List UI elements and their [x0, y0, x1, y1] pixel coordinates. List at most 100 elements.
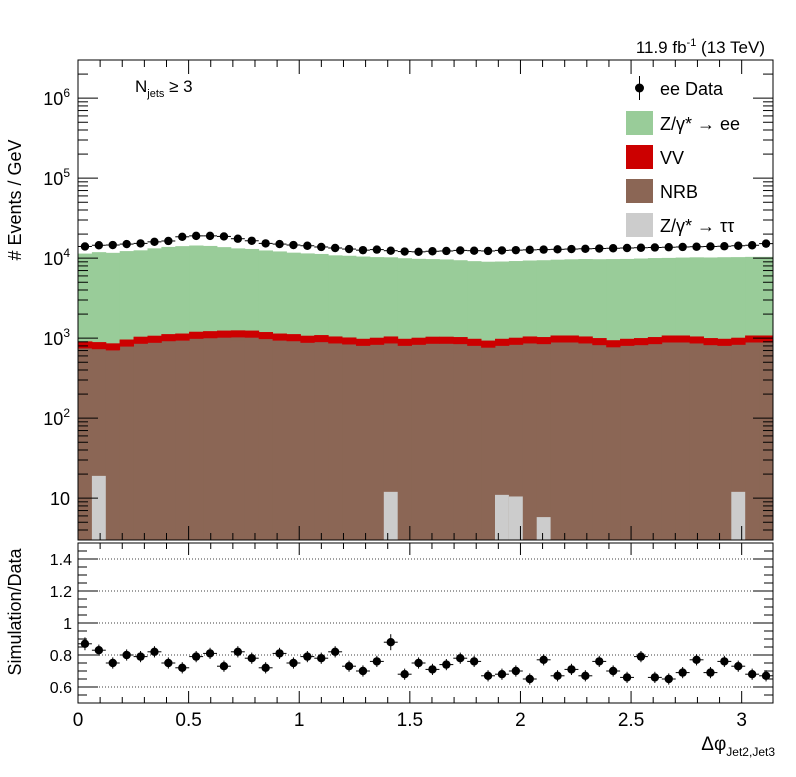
data-point: [330, 243, 340, 253]
ratio-point: [330, 647, 340, 656]
ratio-point: [386, 638, 395, 647]
main-panel: 10 102 103 104 105 106: [43, 59, 774, 541]
bar-nrb: [661, 345, 677, 540]
data-point: [289, 240, 298, 250]
legend-label: Z/γ* → ττ: [660, 216, 734, 236]
bar-nrb: [203, 341, 218, 540]
bar-ztautau: [508, 496, 523, 540]
bar-vv: [481, 340, 496, 348]
data-point: [400, 247, 409, 256]
ratio-point: [205, 649, 215, 658]
data-point: [650, 243, 660, 252]
legend-entry-nrb: NRB: [626, 179, 698, 203]
bar-nrb: [328, 346, 343, 540]
data-point: [497, 246, 507, 255]
data-point: [136, 239, 145, 248]
bar-nrb: [272, 343, 287, 540]
bar-nrb: [244, 340, 260, 540]
njets-label: Njets ≥ 3: [135, 77, 193, 100]
bar-ztautau: [536, 517, 551, 540]
data-point: [511, 245, 521, 255]
ratio-point: [233, 647, 243, 656]
ratio-point: [414, 658, 423, 668]
x-tick-label: 2: [515, 710, 526, 731]
ratio-point: [344, 662, 354, 671]
legend-swatch-vv: [626, 145, 653, 169]
ratio-point: [511, 666, 521, 676]
bar-vv: [564, 335, 579, 343]
bar-vv: [119, 339, 134, 347]
bar-vv: [592, 338, 607, 346]
bar-vv: [578, 336, 593, 344]
bar-vv: [91, 342, 107, 350]
bar-nrb: [133, 346, 148, 540]
data-point: [317, 242, 326, 252]
data-point: [191, 231, 201, 241]
bar-vv: [133, 336, 148, 344]
bar-nrb: [717, 349, 732, 540]
ratio-point: [303, 652, 312, 661]
legend-label: VV: [660, 148, 684, 168]
ratio-point: [428, 665, 437, 674]
data-point: [692, 242, 701, 251]
x-tick-label: 1: [294, 710, 305, 731]
bar-nrb: [314, 345, 329, 540]
bar-nrb: [745, 345, 760, 540]
ratio-point: [94, 646, 104, 655]
bar-nrb: [453, 347, 468, 540]
data-point: [219, 232, 229, 241]
y-tick-label: 105: [43, 166, 70, 189]
bar-nrb: [105, 353, 121, 540]
bar-nrb: [703, 348, 718, 540]
legend-entry-ztt: Z/γ* → ττ: [626, 213, 734, 237]
ratio-point: [442, 660, 451, 669]
data-point: [456, 246, 465, 255]
data-point: [233, 234, 243, 243]
data-point: [178, 232, 187, 241]
bar-nrb: [119, 349, 134, 540]
bar-nrb: [175, 343, 190, 540]
bar-vv: [689, 336, 704, 344]
legend-swatch-nrb: [626, 179, 653, 203]
bar-vv: [411, 337, 426, 345]
data-point: [761, 239, 771, 248]
data-point: [469, 246, 479, 255]
ratio-point: [608, 666, 618, 676]
ratio-point: [358, 666, 368, 676]
ratio-point: [595, 657, 604, 666]
bar-nrb: [230, 340, 246, 540]
bar-vv: [189, 331, 204, 339]
ratio-point: [317, 654, 326, 663]
x-axis-title: ΔφJet2,Jet3: [701, 734, 775, 759]
data-point: [595, 244, 604, 253]
ratio-point: [497, 670, 507, 679]
ratio-point: [734, 662, 743, 671]
data-point: [94, 241, 104, 250]
ratio-y-tick-label: 0.6: [50, 680, 72, 697]
ratio-point: [219, 662, 229, 671]
bar-nrb: [522, 346, 538, 540]
bar-nrb: [634, 348, 649, 540]
bar-vv: [175, 333, 190, 341]
ratio-point: [622, 673, 632, 682]
bar-vv: [522, 336, 538, 344]
y-tick-label: 104: [43, 246, 70, 269]
ratio-point: [664, 674, 673, 684]
data-point: [247, 236, 256, 245]
bar-nrb: [300, 345, 315, 540]
data-point: [664, 243, 673, 252]
bar-ztautau: [383, 491, 398, 540]
bar-nrb: [383, 346, 399, 540]
bar-vv: [356, 338, 371, 346]
ratio-point: [289, 658, 298, 668]
data-point: [358, 245, 368, 255]
ratio-point: [650, 673, 660, 682]
legend-swatch-zee: [626, 111, 653, 135]
ratio-point: [400, 670, 409, 679]
bar-nrb: [439, 347, 454, 540]
y-tick-label: 103: [43, 326, 70, 349]
data-point: [164, 236, 173, 246]
bar-vv: [147, 335, 162, 343]
data-point: [553, 245, 562, 254]
